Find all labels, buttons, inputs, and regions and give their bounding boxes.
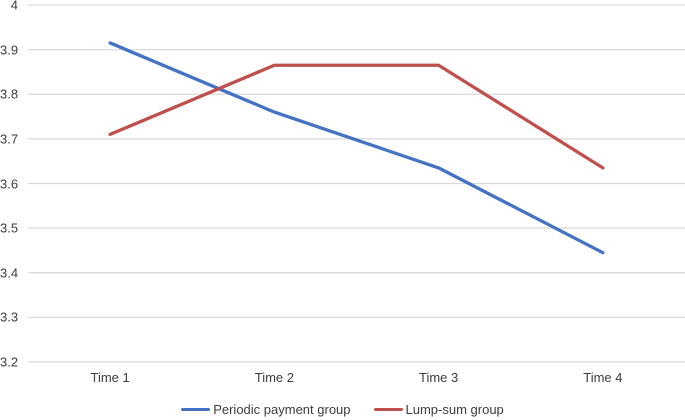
x-tick-label: Time 4 <box>583 370 623 385</box>
y-tick-label: 3.3 <box>0 309 19 325</box>
y-tick-label: 3.9 <box>0 42 19 58</box>
legend: Periodic payment group Lump-sum group <box>0 401 685 418</box>
legend-label-periodic-payment-group: Periodic payment group <box>213 402 351 417</box>
x-tick-label: Time 3 <box>419 370 459 385</box>
y-tick-label: 3.7 <box>0 131 19 147</box>
x-tick-label: Time 2 <box>254 370 294 385</box>
lump-sum-line-marker-icon <box>373 408 403 411</box>
legend-item-periodic-payment-group: Periodic payment group <box>181 402 351 417</box>
y-tick-label: 3.2 <box>0 354 19 370</box>
y-tick-label: 3.8 <box>0 86 19 102</box>
x-tick-label: Time 1 <box>90 370 130 385</box>
legend-label-lump-sum-group: Lump-sum group <box>405 402 504 417</box>
y-tick-label: 3.5 <box>0 220 19 236</box>
legend-item-lump-sum-group: Lump-sum group <box>373 402 504 417</box>
y-tick-label: 3.4 <box>0 265 19 281</box>
periodic-payment-line-marker-icon <box>181 408 211 411</box>
series-line-1 <box>108 63 605 170</box>
y-tick-label: 4 <box>10 0 18 13</box>
y-tick-label: 3.6 <box>0 176 19 191</box>
series-line-0 <box>108 41 605 255</box>
